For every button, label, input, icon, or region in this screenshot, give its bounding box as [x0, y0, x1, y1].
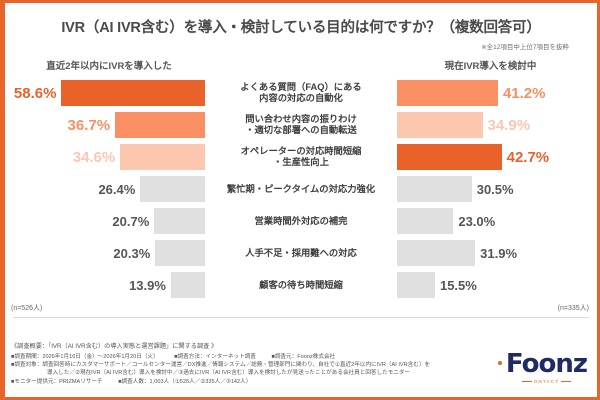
right-bar-value: 30.5% [476, 181, 514, 197]
sample-size-row: (n=526人) (n=335人) [5, 303, 597, 313]
left-bar-value: 26.4% [98, 181, 136, 197]
left-bar-cell: 20.3% [5, 240, 205, 267]
right-bar-value: 15.5% [439, 277, 477, 293]
table-row: 20.3% 人手不足・採用難への対応 31.9% [5, 237, 597, 269]
left-bar-cell: 20.7% [5, 208, 205, 235]
survey-method: ■調査方法：インターネット調査 [174, 353, 256, 360]
left-bar-value: 20.3% [113, 245, 151, 261]
right-bar-value: 34.9% [487, 116, 531, 134]
right-bar [397, 240, 476, 267]
right-bar-cell: 31.9% [397, 240, 597, 267]
left-bar-cell: 58.6% [5, 80, 205, 107]
survey-monitor-line: ■モニター提供元：PRIZMAリサーチ ■調査人数：1,003人（①526人／②… [11, 378, 511, 386]
left-bar-cell: 26.4% [5, 176, 205, 203]
center-spacer [213, 58, 388, 72]
logo-tagline: ONTACT [506, 379, 587, 384]
left-bar-cell: 13.9% [5, 272, 205, 299]
right-bar-value: 42.7% [506, 148, 550, 166]
bar-rows: 58.6% よくある質問（FAQ）にある 内容の対応の自動化 41.2% 36.7% 問い… [5, 77, 597, 301]
respondent-count: ■調査人数：1,003人（①526人／②335人／③142人） [118, 378, 252, 385]
table-row: 13.9% 顧客の待ち時間短縮 15.5% [5, 269, 597, 301]
left-bar-value: 13.9% [129, 277, 166, 293]
logo-dot-icon [497, 361, 502, 365]
right-bar [397, 112, 483, 139]
survey-overview: 《調査概要：「IVR（AI IVR含む）の導入実態と運営課題」に関する調査 》 [11, 343, 218, 350]
left-bar [115, 112, 205, 139]
table-row: 58.6% よくある質問（FAQ）にある 内容の対応の自動化 41.2% [5, 77, 597, 109]
right-sample-size: (n=335人) [557, 305, 589, 313]
left-bar [120, 144, 205, 171]
footer-divider [13, 317, 589, 319]
logo-wordmark: Foonz [505, 349, 588, 379]
left-bar-value: 34.6% [72, 148, 116, 166]
right-bar-cell: 30.5% [397, 176, 597, 203]
left-bar-value: 20.7% [112, 213, 150, 229]
left-bar [61, 80, 205, 107]
survey-source: ■調査元：Foonz株式会社 [271, 353, 336, 360]
table-row: 26.4% 繁忙期・ピークタイムの対応力強化 30.5% [5, 173, 597, 205]
category-label: 顧客の待ち時間短縮 [259, 279, 343, 290]
monitor-provider: ■モニター提供元：PRIZMAリサーチ [11, 378, 103, 385]
category-label: 問い合わせ内容の振りわけ ・適切な部署への自動転送 [245, 113, 357, 136]
footer-notes: 《調査概要：「IVR（AI IVR含む）の導入実態と運営課題」に関する調査 》 … [11, 341, 511, 386]
left-bar [154, 208, 205, 235]
right-bar-cell: 41.2% [397, 80, 597, 107]
right-bar [397, 272, 435, 299]
survey-period: ■調査期間：2026年1月16日（金）～2026年1月20日（火） [11, 353, 159, 360]
survey-meta-line: ■調査期間：2026年1月16日（金）～2026年1月20日（火） ■調査方法：… [11, 353, 511, 361]
left-bar [155, 240, 205, 267]
category-label: 営業時間外対応の補完 [254, 215, 348, 226]
right-bar-value: 23.0% [458, 213, 496, 229]
left-sample-size: (n=526人) [11, 305, 43, 313]
page-title: IVR（AI IVR含む）を導入・検討している目的は何ですか？（複数回答可） [61, 20, 541, 36]
right-bar [397, 176, 472, 203]
logo-rule-left [521, 381, 532, 383]
left-bar [170, 272, 205, 299]
foonz-logo: Foonz ONTACT [497, 349, 588, 384]
right-bar [397, 80, 498, 107]
category-label: よくある質問（FAQ）にある 内容の対応の自動化 [240, 81, 362, 104]
left-column-header: 直近2年以内にIVRを導入した [46, 61, 172, 73]
right-bar-value: 31.9% [480, 245, 518, 261]
right-bar-cell: 15.5% [397, 272, 597, 299]
left-bar-cell: 34.6% [5, 144, 205, 171]
left-bar [140, 176, 205, 203]
right-bar-cell: 42.7% [397, 144, 597, 171]
column-headers: 直近2年以内にIVRを導入した 現在IVR導入を検討中 [5, 58, 597, 72]
category-label: 繁忙期・ピークタイムの対応力強化 [226, 183, 376, 194]
category-label: 人手不足・採用難への対応 [245, 247, 357, 258]
right-bar-cell: 23.0% [397, 208, 597, 235]
table-row: 36.7% 問い合わせ内容の振りわけ ・適切な部署への自動転送 34.9% [5, 109, 597, 141]
category-label: オペレーターの対応時間短縮 ・生産性向上 [240, 145, 362, 168]
survey-target-line1: ■調査対象：調査回答時にカスタマーサポート／コールセンター運営／DX推進／情報シ… [11, 361, 431, 368]
right-bar [397, 208, 454, 235]
right-bar [397, 144, 502, 171]
right-column-header: 現在IVR導入を検討中 [444, 61, 537, 73]
chart-subtitle-note: ※全12項目中上位7項目を抜粋 [481, 44, 569, 52]
left-bar-cell: 36.7% [5, 112, 205, 139]
right-bar-value: 41.2% [502, 84, 546, 102]
right-bar-cell: 34.9% [397, 112, 597, 139]
survey-target-line2: 導入した／②現在IVR（AI IVR含む）導入を検討中／③過去にIVR（AI I… [47, 370, 411, 377]
table-row: 20.7% 営業時間外対応の補完 23.0% [5, 205, 597, 237]
left-bar-value: 58.6% [13, 84, 57, 102]
table-row: 34.6% オペレーターの対応時間短縮 ・生産性向上 42.7% [5, 141, 597, 173]
logo-rule-right [561, 381, 572, 383]
left-bar-value: 36.7% [67, 116, 111, 134]
